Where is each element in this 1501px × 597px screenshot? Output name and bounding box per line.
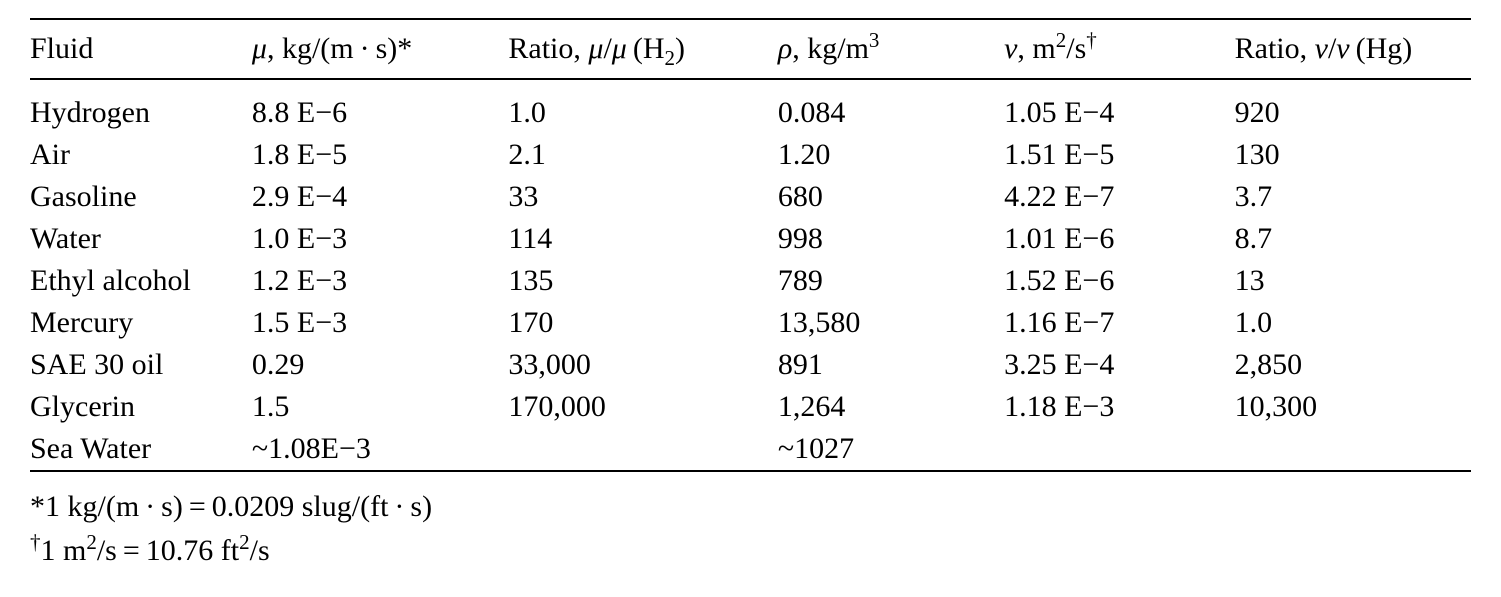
cell-nu_ratio: 2,850: [1235, 344, 1471, 386]
cell-mu_ratio: 33,000: [508, 344, 777, 386]
cell-nu: 1.52 E−6: [1004, 260, 1235, 302]
cell-rho: 680: [778, 176, 1004, 218]
cell-mu_ratio: 170: [508, 302, 777, 344]
cell-fluid: Glycerin: [30, 386, 252, 428]
table-row: Glycerin1.5170,0001,2641.18 E−310,300: [30, 386, 1471, 428]
cell-mu: 2.9 E−4: [252, 176, 508, 218]
cell-nu: 1.51 E−5: [1004, 134, 1235, 176]
cell-fluid: Ethyl alcohol: [30, 260, 252, 302]
col-header-fluid: Fluid: [30, 19, 252, 79]
cell-mu_ratio: 33: [508, 176, 777, 218]
col-header-mu: μ, kg/(m · s)*: [252, 19, 508, 79]
cell-nu_ratio: 3.7: [1235, 176, 1471, 218]
cell-nu: 4.22 E−7: [1004, 176, 1235, 218]
cell-rho: 998: [778, 218, 1004, 260]
cell-mu: 0.29: [252, 344, 508, 386]
cell-mu: 1.5 E−3: [252, 302, 508, 344]
table-row: Ethyl alcohol1.2 E−31357891.52 E−613: [30, 260, 1471, 302]
table-body: Hydrogen8.8 E−61.00.0841.05 E−4920Air1.8…: [30, 79, 1471, 484]
cell-mu: 1.8 E−5: [252, 134, 508, 176]
cell-rho: 0.084: [778, 92, 1004, 134]
footnote: †1 m2/s = 10.76 ft2/s: [30, 536, 1471, 566]
cell-nu: 3.25 E−4: [1004, 344, 1235, 386]
cell-rho: 1.20: [778, 134, 1004, 176]
cell-rho: 13,580: [778, 302, 1004, 344]
cell-fluid: Air: [30, 134, 252, 176]
cell-fluid: Mercury: [30, 302, 252, 344]
cell-nu: 1.05 E−4: [1004, 92, 1235, 134]
cell-fluid: Hydrogen: [30, 92, 252, 134]
cell-mu: 8.8 E−6: [252, 92, 508, 134]
cell-nu_ratio: 130: [1235, 134, 1471, 176]
cell-nu: 1.16 E−7: [1004, 302, 1235, 344]
cell-nu: [1004, 428, 1235, 471]
page: Fluidμ, kg/(m · s)*Ratio, μ/μ (H2)ρ, kg/…: [0, 0, 1501, 597]
cell-mu: 1.5: [252, 386, 508, 428]
cell-mu_ratio: 2.1: [508, 134, 777, 176]
cell-nu_ratio: 8.7: [1235, 218, 1471, 260]
cell-mu_ratio: [508, 428, 777, 471]
table-row: Water1.0 E−31149981.01 E−68.7: [30, 218, 1471, 260]
table-row: Sea Water~1.08E−3 ~1027: [30, 428, 1471, 471]
cell-mu: ~1.08E−3: [252, 428, 508, 471]
cell-rho: 1,264: [778, 386, 1004, 428]
cell-mu_ratio: 170,000: [508, 386, 777, 428]
cell-mu_ratio: 114: [508, 218, 777, 260]
col-header-nu: ν, m2/s†: [1004, 19, 1235, 79]
table-row: Gasoline2.9 E−4336804.22 E−73.7: [30, 176, 1471, 218]
cell-nu_ratio: 1.0: [1235, 302, 1471, 344]
col-header-mu_ratio: Ratio, μ/μ (H2): [508, 19, 777, 79]
cell-mu: 1.0 E−3: [252, 218, 508, 260]
cell-rho: 789: [778, 260, 1004, 302]
cell-mu_ratio: 135: [508, 260, 777, 302]
cell-nu: 1.01 E−6: [1004, 218, 1235, 260]
footnote: *1 kg/(m · s) = 0.0209 slug/(ft · s): [30, 492, 1471, 522]
col-header-nu_ratio: Ratio, ν/ν (Hg): [1235, 19, 1471, 79]
footnotes: *1 kg/(m · s) = 0.0209 slug/(ft · s) †1 m…: [30, 492, 1471, 566]
cell-rho: ~1027: [778, 428, 1004, 471]
fluid-properties-table: Fluidμ, kg/(m · s)*Ratio, μ/μ (H2)ρ, kg/…: [30, 18, 1471, 484]
cell-rho: 891: [778, 344, 1004, 386]
cell-fluid: Sea Water: [30, 428, 252, 471]
cell-fluid: Water: [30, 218, 252, 260]
table-row: Mercury1.5 E−317013,5801.16 E−71.0: [30, 302, 1471, 344]
table-row: SAE 30 oil0.2933,0008913.25 E−42,850: [30, 344, 1471, 386]
cell-fluid: Gasoline: [30, 176, 252, 218]
cell-fluid: SAE 30 oil: [30, 344, 252, 386]
cell-nu_ratio: 920: [1235, 92, 1471, 134]
cell-nu_ratio: 13: [1235, 260, 1471, 302]
cell-nu_ratio: 10,300: [1235, 386, 1471, 428]
cell-mu: 1.2 E−3: [252, 260, 508, 302]
table-header-row: Fluidμ, kg/(m · s)*Ratio, μ/μ (H2)ρ, kg/…: [30, 19, 1471, 79]
cell-nu_ratio: [1235, 428, 1471, 471]
table-row: Air1.8 E−52.11.201.51 E−5130: [30, 134, 1471, 176]
cell-mu_ratio: 1.0: [508, 92, 777, 134]
table-row: Hydrogen8.8 E−61.00.0841.05 E−4920: [30, 92, 1471, 134]
col-header-rho: ρ, kg/m3: [778, 19, 1004, 79]
cell-nu: 1.18 E−3: [1004, 386, 1235, 428]
